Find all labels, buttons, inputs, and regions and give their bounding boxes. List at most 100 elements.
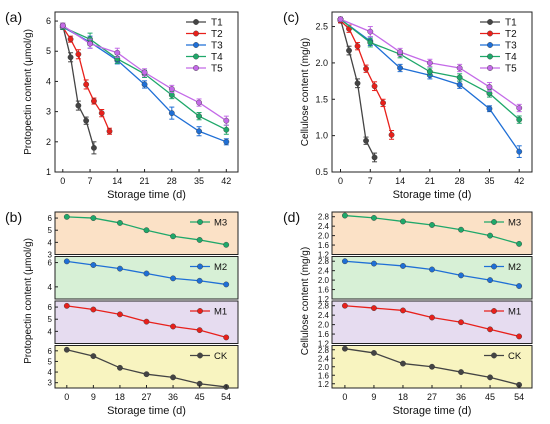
data-point — [429, 222, 435, 228]
x-tick-label: 14 — [395, 176, 405, 186]
data-point — [371, 215, 377, 221]
data-point — [168, 86, 175, 92]
y-tick-label: 1.6 — [318, 371, 330, 380]
band-frame — [331, 211, 533, 255]
data-point — [487, 326, 493, 333]
data-point — [367, 39, 374, 46]
legend-marker — [487, 53, 493, 60]
y-tick-label: 2 — [46, 137, 51, 147]
y-tick-label: 5 — [48, 315, 53, 324]
data-point — [63, 346, 70, 353]
data-point — [59, 22, 66, 29]
data-point — [98, 110, 105, 117]
data-point — [143, 318, 150, 325]
y-tick-label: 1 — [46, 167, 51, 177]
band-M3: 3 4 5 6 M3 — [48, 211, 239, 260]
x-tick-label: 42 — [221, 176, 231, 186]
data-point — [91, 144, 97, 151]
y-tick-label: 2.4 — [318, 311, 330, 320]
legend-marker — [197, 219, 203, 225]
data-point — [400, 360, 406, 367]
legend-label: T3 — [211, 41, 223, 52]
data-point — [83, 117, 90, 124]
data-point — [354, 80, 361, 87]
data-point — [397, 49, 403, 55]
data-point — [170, 323, 176, 330]
data-point — [75, 102, 82, 109]
data-point — [196, 277, 203, 284]
band-CK: 1.21.62.02.42.8 CK — [318, 345, 533, 389]
y-tick-label: 2.4 — [318, 354, 330, 363]
y-tick-label: 2.8 — [318, 346, 330, 355]
legend-label: T2 — [505, 29, 517, 40]
data-point — [117, 220, 123, 226]
x-tick-label: 54 — [221, 392, 231, 402]
data-point — [196, 128, 202, 135]
data-point — [223, 138, 230, 145]
data-point — [400, 218, 406, 225]
legend-label: CK — [508, 351, 522, 362]
y-tick-label: 2.0 — [318, 363, 330, 372]
data-point — [429, 363, 435, 370]
y-tick-label: 1.2 — [318, 295, 330, 304]
data-point — [429, 266, 435, 273]
panel-label: (c) — [283, 9, 299, 25]
y-tick-label: 6 — [48, 259, 53, 268]
data-point — [91, 98, 97, 104]
y-tick-label: 4 — [48, 368, 53, 377]
data-point — [516, 105, 523, 111]
x-tick-label: 7 — [368, 176, 373, 186]
data-point — [63, 258, 70, 265]
data-point — [516, 240, 522, 247]
legend-marker — [491, 352, 497, 359]
y-tick-label: 4 — [48, 238, 53, 247]
y-tick-label: 4 — [46, 76, 51, 86]
data-point — [342, 345, 348, 352]
data-point — [516, 333, 522, 340]
data-point — [371, 305, 377, 311]
legend-marker — [491, 219, 497, 225]
data-point — [117, 364, 123, 371]
data-point — [90, 306, 97, 313]
band-M2: 4 6 M2 — [48, 256, 239, 300]
y-tick-label: 1.5 — [315, 94, 328, 104]
y-tick-label: 6 — [46, 16, 51, 26]
y-tick-label: 2.4 — [318, 222, 330, 231]
data-point — [426, 60, 433, 66]
legend-marker — [193, 42, 199, 48]
data-point — [371, 350, 377, 356]
y-tick-label: 2.0 — [315, 58, 328, 68]
y-tick-label: 1.6 — [318, 330, 330, 339]
data-point — [90, 353, 97, 360]
data-point — [400, 263, 406, 269]
data-point — [63, 302, 70, 309]
data-point — [143, 371, 150, 378]
x-tick-label: 54 — [514, 392, 524, 402]
x-tick-label: 21 — [425, 176, 435, 186]
data-point — [170, 233, 176, 240]
y-tick-label: 6 — [48, 347, 53, 356]
data-point — [196, 99, 202, 106]
legend-marker — [491, 308, 497, 314]
y-axis-label: Protopectin content (μmol/g) — [23, 238, 34, 364]
data-point — [346, 47, 352, 54]
panel-label: (b) — [5, 209, 22, 225]
data-point — [141, 69, 148, 76]
data-point — [486, 84, 493, 90]
legend-label: M3 — [508, 218, 521, 229]
legend-label: T5 — [211, 64, 223, 75]
legend-label: M1 — [214, 307, 227, 318]
series-T5 — [59, 22, 230, 126]
data-point — [456, 65, 463, 71]
y-axis-label: Cellulose content (mg/g) — [300, 38, 311, 146]
data-point — [363, 65, 369, 72]
data-point — [458, 226, 464, 233]
x-tick-label: 42 — [514, 176, 524, 186]
legend-marker — [193, 30, 199, 37]
y-tick-label: 0.5 — [315, 167, 328, 177]
x-tick-label: 27 — [427, 392, 437, 402]
y-tick-label: 6 — [48, 214, 53, 223]
legend-marker — [193, 19, 199, 25]
x-axis-label: Storage time (d) — [107, 405, 186, 417]
y-tick-label: 2.8 — [318, 257, 330, 266]
